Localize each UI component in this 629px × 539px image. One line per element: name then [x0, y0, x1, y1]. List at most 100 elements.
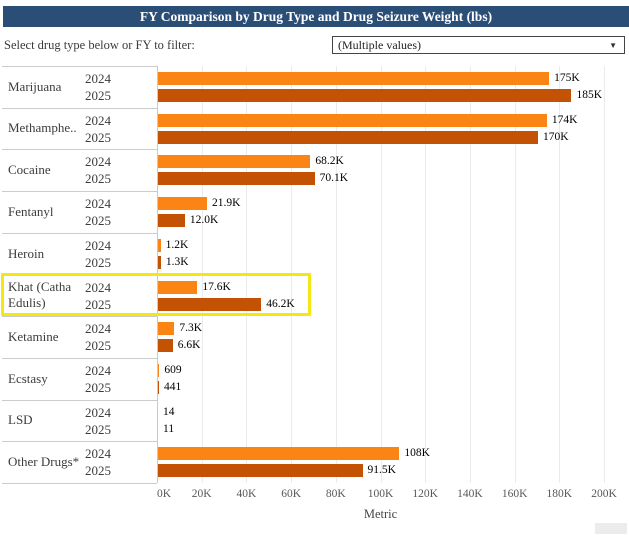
drug-type-filter-dropdown[interactable]: (Multiple values) ▼ — [332, 36, 625, 54]
bar-khat-catha-edulis-2025[interactable] — [158, 297, 262, 311]
dropdown-caret-icon: ▼ — [609, 41, 617, 50]
drug-category-label[interactable]: Khat (Catha Edulis) — [8, 279, 72, 311]
bar-value-label: 108K — [404, 447, 430, 460]
row-separator — [2, 149, 157, 151]
bar-value-label: 70.1K — [319, 172, 349, 185]
x-axis-tick: 0K — [157, 488, 172, 500]
bar-value-label: 174K — [551, 113, 578, 126]
bar-value-label: 46.2K — [266, 297, 295, 310]
year-label[interactable]: 2024 — [85, 362, 111, 378]
bar-marijuana-2025[interactable] — [158, 89, 572, 102]
bar-value-label: 6.6K — [177, 339, 201, 352]
year-label[interactable]: 2024 — [85, 196, 111, 212]
year-label[interactable]: 2025 — [85, 296, 111, 312]
year-label[interactable]: 2024 — [85, 279, 111, 295]
bar-fentanyl-2025[interactable] — [158, 214, 185, 228]
bar-value-label: 17.6K — [202, 280, 231, 293]
page-title: FY Comparison by Drug Type and Drug Seiz… — [3, 6, 629, 27]
gridline — [335, 66, 337, 483]
bar-ketamine-2024[interactable] — [158, 322, 175, 336]
bar-cocaine-2024[interactable] — [158, 155, 311, 169]
bar-ecstasy-2025[interactable] — [158, 380, 159, 394]
x-axis-title: Metric — [363, 507, 398, 521]
selection-highlight-box — [1, 272, 311, 317]
gridline — [514, 66, 516, 483]
x-axis-tick: 160K — [501, 488, 528, 500]
bar-cocaine-2025[interactable] — [158, 172, 315, 186]
row-separator — [2, 316, 157, 318]
year-label[interactable]: 2025 — [85, 254, 111, 270]
bar-methamphe-2024[interactable] — [158, 113, 547, 127]
year-label[interactable]: 2024 — [85, 154, 111, 170]
year-label[interactable]: 2025 — [85, 171, 111, 187]
drug-category-label[interactable]: Ketamine — [8, 328, 59, 344]
bar-heroin-2025[interactable] — [158, 255, 161, 269]
gridline — [425, 66, 427, 483]
year-label[interactable]: 2025 — [85, 421, 111, 437]
scrollbar-corner[interactable] — [595, 523, 627, 534]
gridline — [604, 66, 605, 483]
bar-value-label: 1.2K — [165, 238, 189, 251]
bar-ketamine-2025[interactable] — [158, 339, 173, 353]
drug-category-label[interactable]: Marijuana — [8, 78, 62, 94]
year-label[interactable]: 2025 — [85, 88, 111, 103]
year-label[interactable]: 2025 — [85, 463, 111, 479]
year-label[interactable]: 2025 — [85, 213, 111, 229]
drug-category-label[interactable]: Fentanyl — [8, 203, 54, 219]
bar-value-label: 1.3K — [165, 255, 189, 268]
drug-category-label[interactable]: Other Drugs* — [8, 454, 80, 470]
bar-value-label: 175K — [554, 72, 580, 84]
bar-value-label: 12.0K — [189, 214, 219, 227]
filter-instruction-label: Select drug type below or FY to filter: — [4, 38, 195, 52]
x-axis-tick: 60K — [281, 488, 301, 500]
bar-value-label: 185K — [576, 89, 603, 101]
gridline — [469, 66, 471, 483]
bar-value-label: 21.9K — [211, 197, 241, 210]
bar-value-label: 170K — [542, 130, 569, 143]
bar-ecstasy-2024[interactable] — [158, 363, 160, 377]
x-axis-tick: 200K — [591, 488, 617, 500]
bar-value-label: 609 — [164, 363, 182, 376]
drug-category-label[interactable]: Cocaine — [8, 162, 51, 178]
x-axis-tick: 20K — [191, 488, 212, 500]
x-axis-tick: 120K — [412, 488, 438, 500]
year-label[interactable]: 2024 — [85, 404, 111, 420]
year-label[interactable]: 2024 — [85, 71, 111, 86]
x-axis-tick: 140K — [457, 488, 483, 500]
year-label[interactable]: 2025 — [85, 379, 111, 395]
bar-value-label: 7.3K — [179, 322, 202, 335]
bar-value-label: 14 — [163, 405, 175, 418]
bar-khat-catha-edulis-2024[interactable] — [158, 280, 198, 294]
bar-other-drugs-2024[interactable] — [158, 447, 400, 461]
drug-category-label[interactable]: Ecstasy — [8, 370, 48, 386]
row-separator — [2, 483, 157, 484]
bar-value-label: 91.5K — [367, 464, 396, 477]
year-label[interactable]: 2025 — [85, 129, 111, 145]
row-separator — [2, 441, 157, 443]
year-label[interactable]: 2024 — [85, 321, 111, 337]
bar-marijuana-2024[interactable] — [158, 72, 550, 85]
bar-fentanyl-2024[interactable] — [158, 197, 207, 211]
bar-value-label: 68.2K — [315, 155, 344, 168]
drug-category-label[interactable]: Heroin — [8, 245, 45, 261]
x-axis-tick: 100K — [367, 488, 394, 500]
row-separator — [2, 107, 157, 109]
year-label[interactable]: 2024 — [85, 237, 111, 253]
row-separator — [2, 399, 157, 401]
year-label[interactable]: 2025 — [85, 338, 111, 354]
drug-category-label[interactable]: LSD — [8, 412, 33, 428]
bar-value-label: 441 — [163, 380, 182, 393]
gridline — [380, 66, 382, 483]
drug-category-label[interactable]: Methamphe.. — [8, 120, 77, 136]
bar-other-drugs-2025[interactable] — [158, 464, 363, 478]
x-axis-tick: 80K — [325, 488, 346, 500]
bar-heroin-2024[interactable] — [158, 238, 161, 252]
bar-methamphe-2025[interactable] — [158, 130, 538, 144]
gridline — [559, 66, 561, 483]
x-axis-tick: 180K — [546, 488, 573, 500]
year-label[interactable]: 2024 — [85, 446, 111, 462]
row-separator — [2, 191, 157, 193]
row-separator — [2, 66, 157, 67]
year-label[interactable]: 2024 — [85, 112, 111, 128]
